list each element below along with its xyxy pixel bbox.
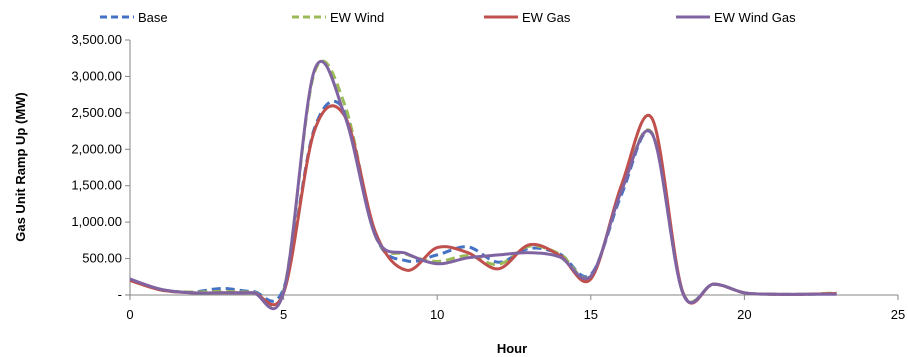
legend-item-base: Base — [100, 10, 168, 25]
series-line-ew-gas — [129, 104, 837, 307]
y-tick-label: 1,500.00 — [71, 178, 122, 193]
legend-label: EW Wind — [330, 10, 384, 25]
y-tick-label: 3,000.00 — [71, 68, 122, 83]
x-tick-label: 20 — [737, 307, 751, 322]
x-tick-label: 10 — [430, 307, 444, 322]
y-axis: - 500.00 1,000.00 1,500.00 2,000.00 2,500.00 3… — [71, 32, 131, 302]
series-line-ew-wind — [129, 59, 837, 309]
legend-item-ew-wind: EW Wind — [292, 10, 384, 25]
y-tick-label: 2,500.00 — [71, 105, 122, 120]
y-tick-label: 2,000.00 — [71, 141, 122, 156]
legend-item-ew-gas: EW Gas — [484, 10, 571, 25]
y-tick-label: 3,500.00 — [71, 32, 122, 47]
legend-label: EW Wind Gas — [714, 10, 796, 25]
series-line-ew-wind-gas — [129, 60, 837, 311]
legend-label: EW Gas — [522, 10, 571, 25]
x-axis-title: Hour — [497, 341, 527, 356]
x-tick-label: 5 — [280, 307, 287, 322]
series-line-base — [129, 99, 837, 304]
y-tick-label: 1,000.00 — [71, 214, 122, 229]
x-tick-label: 0 — [126, 307, 133, 322]
series-layer — [129, 59, 837, 311]
x-axis: 0 5 10 15 20 25 — [126, 294, 905, 322]
x-tick-label: 15 — [584, 307, 598, 322]
y-tick-label: 500.00 — [82, 251, 122, 266]
legend: Base EW Wind EW Gas EW Wind Gas — [100, 10, 796, 25]
x-tick-label: 25 — [891, 307, 905, 322]
legend-item-ew-wind-gas: EW Wind Gas — [676, 10, 796, 25]
y-tick-label: - — [118, 287, 122, 302]
legend-label: Base — [138, 10, 168, 25]
y-axis-title: Gas Unit Ramp Up (MW) — [13, 92, 28, 242]
